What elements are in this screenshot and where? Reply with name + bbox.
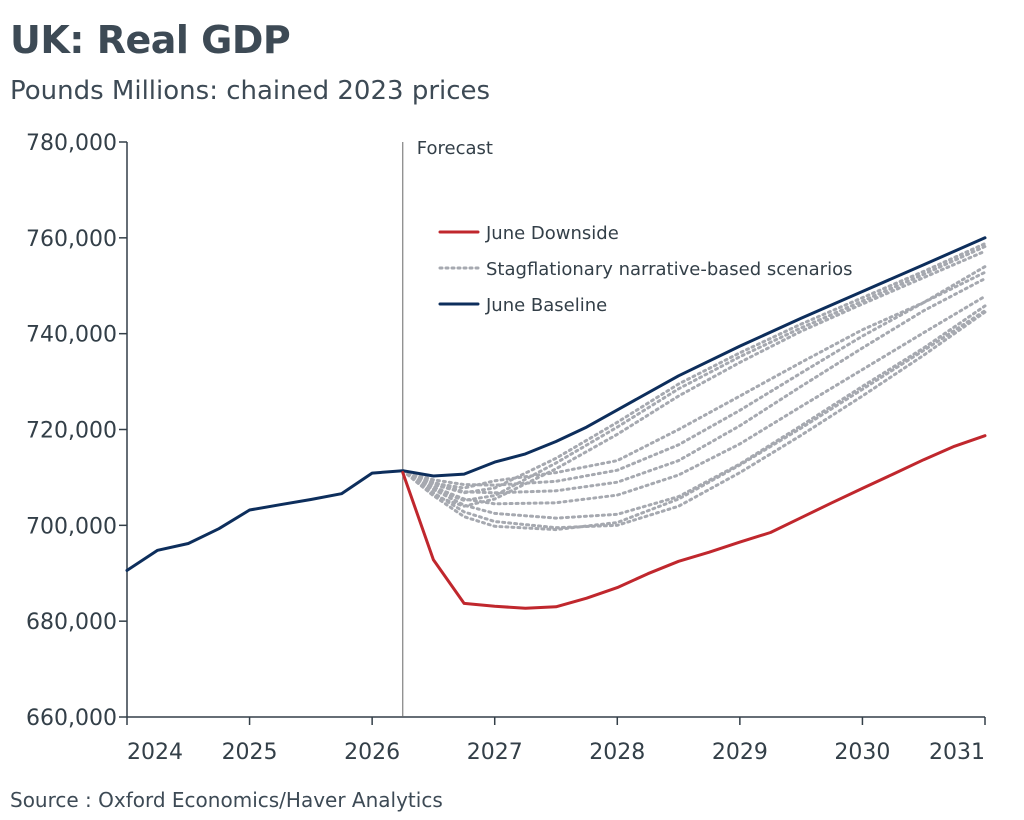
scenario-line bbox=[401, 245, 987, 502]
y-tick-label: 740,000 bbox=[26, 323, 117, 348]
scenario-lines bbox=[401, 242, 987, 532]
legend-label: June Baseline bbox=[485, 295, 607, 316]
scenario-line bbox=[401, 310, 987, 530]
y-tick-label: 660,000 bbox=[26, 706, 117, 731]
scenario-line bbox=[401, 265, 987, 487]
x-tick-label: 2029 bbox=[712, 740, 768, 765]
x-tick-label: 2030 bbox=[834, 740, 890, 765]
x-tick-label: 2024 bbox=[127, 740, 183, 765]
legend: June Downside Stagflationary narrative-ba… bbox=[438, 223, 852, 316]
line-chart: 660,000 680,000 700,000 720,000 740,000 760,0… bbox=[26, 131, 987, 765]
june-downside-line bbox=[401, 434, 987, 610]
axes: 660,000 680,000 700,000 720,000 740,000 760,0… bbox=[26, 131, 986, 765]
chart-title: UK: Real GDP bbox=[10, 18, 291, 62]
y-tick-label: 700,000 bbox=[26, 514, 117, 539]
forecast-label: Forecast bbox=[417, 138, 493, 159]
main-lines bbox=[125, 236, 987, 610]
x-tick-label: 2031 bbox=[929, 740, 985, 765]
scenario-line bbox=[401, 309, 987, 532]
y-tick-label: 720,000 bbox=[26, 419, 117, 444]
legend-label: Stagflationary narrative-based scenarios bbox=[486, 259, 852, 280]
scenario-line bbox=[401, 270, 987, 490]
y-tick-label: 780,000 bbox=[26, 131, 117, 156]
scenario-line bbox=[401, 277, 987, 495]
legend-label: June Downside bbox=[485, 223, 619, 244]
x-tick-label: 2028 bbox=[589, 740, 645, 765]
scenario-line bbox=[401, 249, 987, 508]
scenario-line bbox=[401, 304, 987, 520]
chart-subtitle: Pounds Millions: chained 2023 prices bbox=[10, 76, 491, 106]
source-note: Source : Oxford Economics/Haver Analytic… bbox=[10, 788, 443, 812]
scenario-line bbox=[401, 294, 987, 506]
y-tick-label: 680,000 bbox=[26, 610, 117, 635]
x-tick-label: 2027 bbox=[467, 740, 523, 765]
x-tick-label: 2026 bbox=[344, 740, 400, 765]
june-baseline-line bbox=[125, 236, 987, 572]
x-tick-label: 2025 bbox=[222, 740, 278, 765]
y-tick-label: 760,000 bbox=[26, 227, 117, 252]
